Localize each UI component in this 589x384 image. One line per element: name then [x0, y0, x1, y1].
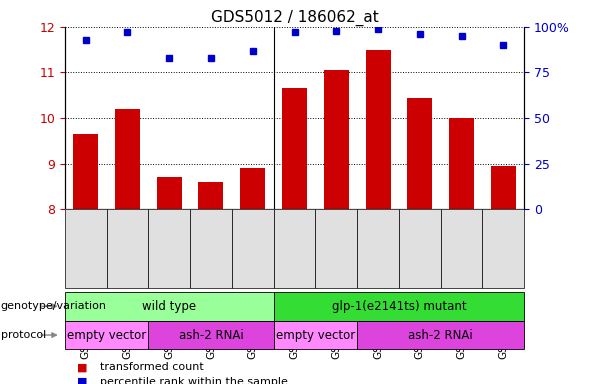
Text: ash-2 RNAi: ash-2 RNAi: [178, 329, 243, 341]
Bar: [73, 134, 98, 209]
FancyBboxPatch shape: [274, 292, 524, 321]
FancyBboxPatch shape: [148, 321, 274, 349]
FancyBboxPatch shape: [357, 321, 524, 349]
Text: transformed count: transformed count: [100, 362, 204, 372]
FancyBboxPatch shape: [65, 321, 148, 349]
Text: percentile rank within the sample: percentile rank within the sample: [100, 377, 288, 384]
Bar: [198, 182, 223, 209]
FancyBboxPatch shape: [274, 321, 357, 349]
Bar: [115, 109, 140, 209]
FancyBboxPatch shape: [399, 209, 441, 288]
Text: wild type: wild type: [142, 300, 196, 313]
Bar: [491, 166, 516, 209]
FancyBboxPatch shape: [274, 209, 315, 288]
Bar: [366, 50, 391, 209]
Text: protocol: protocol: [1, 330, 46, 340]
Text: glp-1(e2141ts) mutant: glp-1(e2141ts) mutant: [332, 300, 466, 313]
Bar: [324, 70, 349, 209]
FancyBboxPatch shape: [65, 209, 107, 288]
Bar: [407, 98, 432, 209]
FancyBboxPatch shape: [190, 209, 232, 288]
Text: ■: ■: [77, 377, 87, 384]
Text: genotype/variation: genotype/variation: [1, 301, 107, 311]
FancyBboxPatch shape: [148, 209, 190, 288]
Bar: [449, 118, 474, 209]
Text: ash-2 RNAi: ash-2 RNAi: [408, 329, 473, 341]
Bar: [282, 88, 307, 209]
FancyBboxPatch shape: [107, 209, 148, 288]
FancyBboxPatch shape: [315, 209, 357, 288]
Title: GDS5012 / 186062_at: GDS5012 / 186062_at: [211, 9, 378, 25]
FancyBboxPatch shape: [65, 292, 274, 321]
FancyBboxPatch shape: [441, 209, 482, 288]
FancyBboxPatch shape: [232, 209, 274, 288]
Text: empty vector: empty vector: [276, 329, 355, 341]
Text: ■: ■: [77, 362, 87, 372]
Bar: [240, 168, 265, 209]
Text: empty vector: empty vector: [67, 329, 146, 341]
FancyBboxPatch shape: [357, 209, 399, 288]
Bar: [157, 177, 182, 209]
FancyBboxPatch shape: [482, 209, 524, 288]
